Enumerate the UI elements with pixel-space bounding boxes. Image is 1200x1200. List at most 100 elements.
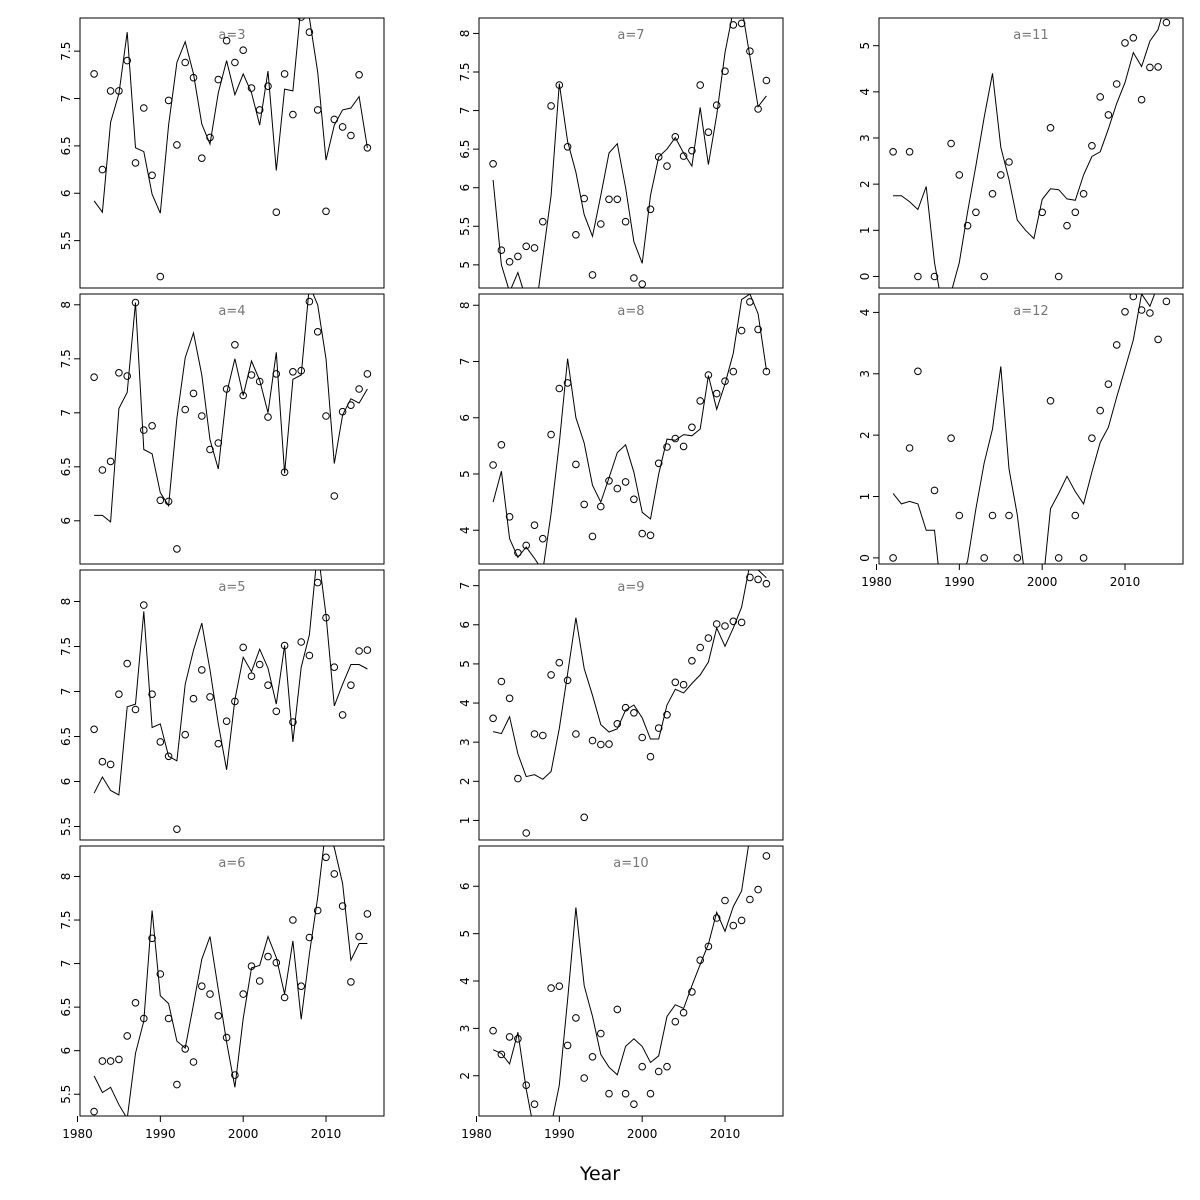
observed-point — [115, 1055, 123, 1064]
fitted-line — [93, 846, 368, 1116]
observed-point — [696, 397, 705, 405]
observed-point — [123, 659, 131, 668]
observed-point — [712, 101, 721, 109]
y-tick-label: 5 — [858, 42, 872, 50]
observed-point — [1112, 80, 1121, 88]
observed-point — [164, 96, 173, 105]
y-tick-label: 7 — [458, 107, 472, 115]
y-tick-label: 0 — [858, 273, 872, 281]
observed-point — [222, 36, 231, 45]
observed-point — [1096, 406, 1104, 415]
observed-point — [106, 1057, 115, 1065]
y-tick-label: 6 — [458, 184, 472, 192]
observed-point — [264, 681, 272, 690]
observed-point — [597, 1029, 605, 1038]
y-tick-label: 7.5 — [458, 62, 472, 81]
y-tick-label: 7.5 — [59, 42, 73, 61]
observed-point — [106, 87, 115, 95]
observed-point — [638, 529, 647, 538]
y-tick-label: 4 — [858, 88, 872, 96]
y-tick-label: 6 — [59, 189, 73, 197]
observed-point — [572, 1014, 580, 1022]
observed-point — [90, 725, 98, 734]
observed-point — [322, 853, 330, 862]
observed-point — [313, 106, 322, 114]
observed-point — [646, 1089, 655, 1098]
observed-point — [522, 1081, 531, 1089]
x-tick-label: 1990 — [544, 1127, 575, 1141]
observed-point — [131, 999, 140, 1007]
observed-point — [514, 1035, 522, 1043]
observed-point — [638, 1062, 647, 1071]
x-tick-label: 2000 — [228, 1127, 259, 1141]
y-tick-label: 7 — [59, 409, 73, 417]
observed-point — [206, 445, 214, 454]
observed-point — [671, 678, 680, 687]
x-tick-label: 1980 — [461, 1127, 492, 1141]
observed-point — [671, 1017, 680, 1026]
y-tick-label: 8 — [59, 301, 73, 309]
observed-point — [489, 1026, 497, 1035]
observed-point — [247, 371, 256, 379]
panel-frame — [79, 293, 385, 565]
observed-point — [712, 620, 721, 628]
observed-point — [156, 970, 165, 978]
observed-point — [347, 681, 355, 690]
observed-point — [721, 67, 729, 75]
observed-point — [297, 638, 306, 646]
observed-point — [1054, 272, 1063, 281]
panel-a-6: a=6 5.5 6 6.5 7 7.5 8 1980 1990 2000 2010 — [59, 845, 385, 1141]
observed-point — [613, 195, 622, 204]
observed-point — [539, 534, 547, 543]
observed-point — [654, 724, 663, 732]
observed-point — [955, 511, 964, 520]
observed-point — [580, 813, 589, 822]
observed-point — [980, 554, 989, 562]
observed-point — [679, 680, 688, 689]
observed-point — [181, 1045, 189, 1053]
y-tick-label: 8 — [59, 598, 73, 606]
observed-point — [555, 982, 564, 991]
y-tick-label: 6 — [59, 517, 73, 525]
observed-point — [588, 532, 597, 541]
observed-point — [762, 579, 771, 588]
observed-point — [280, 70, 289, 78]
observed-point — [905, 148, 914, 156]
x-tick-label: 2010 — [1110, 575, 1141, 589]
y-tick-label: 1 — [858, 493, 872, 501]
observed-point — [1079, 554, 1088, 562]
observed-point — [231, 697, 239, 706]
observed-point — [98, 757, 107, 766]
fitted-line — [492, 294, 767, 564]
observed-point — [1129, 294, 1138, 301]
observed-point — [654, 459, 663, 468]
observed-point — [621, 217, 630, 226]
observed-point — [98, 1057, 107, 1065]
fitted-line — [892, 294, 1156, 564]
observed-point — [505, 1033, 514, 1041]
observed-point — [721, 377, 729, 386]
observed-point — [264, 413, 272, 421]
observed-point — [255, 660, 264, 669]
y-tick-label: 3 — [858, 134, 872, 142]
observed-point — [514, 549, 522, 557]
observed-point — [181, 730, 189, 739]
y-tick-label: 7 — [59, 688, 73, 696]
observed-point — [173, 1080, 181, 1089]
observed-point — [247, 84, 256, 92]
observed-point — [930, 486, 939, 495]
observed-point — [189, 1058, 198, 1066]
observed-point — [563, 143, 572, 151]
observed-point — [148, 934, 156, 943]
observed-point — [1005, 158, 1013, 166]
observed-point — [355, 647, 363, 655]
observed-point — [721, 622, 729, 630]
observed-point — [239, 46, 247, 55]
observed-point — [563, 676, 572, 685]
observed-point — [338, 123, 347, 131]
observed-point — [247, 962, 256, 971]
observed-point — [597, 220, 605, 228]
observed-point — [189, 389, 198, 398]
observed-point — [247, 672, 256, 681]
observed-point — [1154, 63, 1162, 71]
